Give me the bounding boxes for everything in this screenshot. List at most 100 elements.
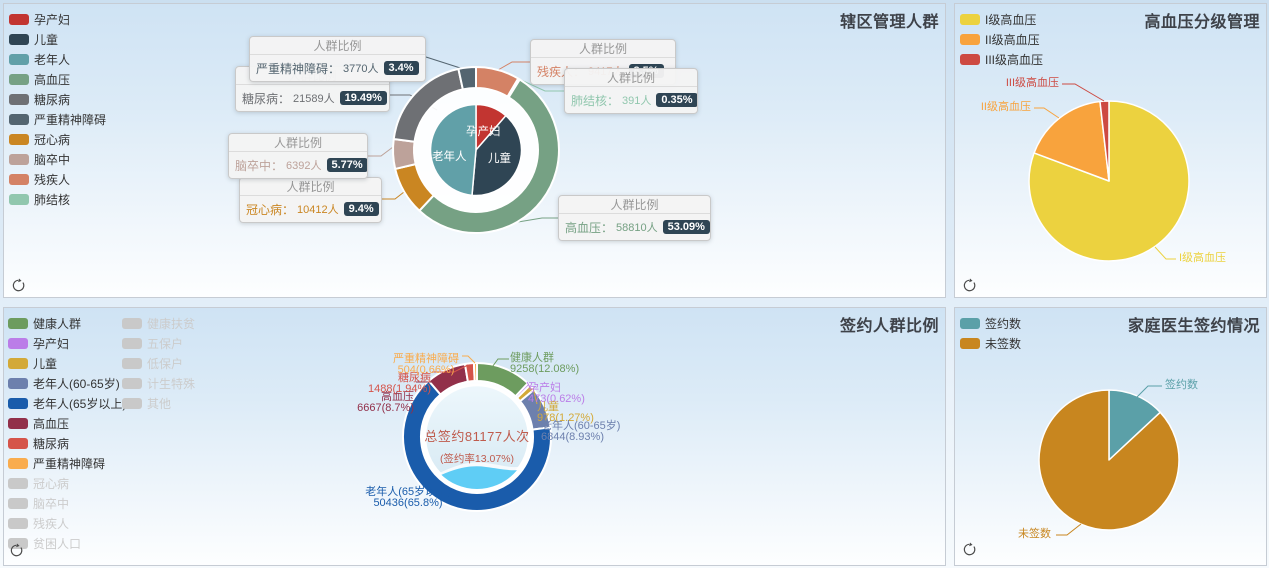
- legend: I级高血压 II级高血压 III级高血压: [960, 9, 1043, 69]
- legend-item[interactable]: 老年人(65岁以上): [8, 393, 126, 413]
- callout-header: 人群比例: [229, 134, 367, 152]
- label-leader-line: [489, 358, 509, 371]
- legend-label: 健康人群: [33, 316, 82, 331]
- legend-item[interactable]: 未签数: [960, 333, 1021, 353]
- callout-label: 糖尿病：: [242, 91, 291, 106]
- pie-slice-严重精神障碍[interactable]: [457, 66, 477, 91]
- legend-label: 儿童: [34, 32, 59, 47]
- legend-item[interactable]: 严重精神障碍: [9, 109, 106, 129]
- legend-item[interactable]: 老年人(60-65岁): [8, 373, 126, 393]
- legend-item[interactable]: 计生特殊: [122, 373, 195, 393]
- legend-item[interactable]: 五保户: [122, 333, 195, 353]
- legend-swatch: [9, 133, 29, 145]
- legend-item[interactable]: 高血压: [8, 413, 126, 433]
- legend-item[interactable]: 糖尿病: [9, 89, 106, 109]
- refresh-button[interactable]: [961, 542, 977, 558]
- legend-label: 健康扶贫: [147, 316, 196, 331]
- legend-item[interactable]: 冠心病: [9, 129, 106, 149]
- callout-percent-badge: 5.77%: [326, 158, 367, 172]
- legend-item[interactable]: 孕产妇: [8, 333, 126, 353]
- legend-label: 严重精神障碍: [33, 456, 106, 471]
- callout-stroke: 人群比例 脑卒中： 6392人 5.77%: [228, 133, 368, 179]
- refresh-button[interactable]: [10, 278, 26, 294]
- chart-label-line: 50436(65.8%): [373, 497, 443, 509]
- legend-swatch: [8, 517, 28, 529]
- panel-title: 家庭医生签约情况: [1127, 318, 1260, 335]
- legend-item[interactable]: I级高血压: [960, 9, 1043, 29]
- legend-item[interactable]: 健康扶贫: [122, 313, 195, 333]
- pie-slice-老年人(65岁以上)[interactable]: [402, 379, 552, 512]
- pie-slice-严重精神障碍[interactable]: [472, 361, 478, 383]
- legend-item[interactable]: 其他: [122, 393, 195, 413]
- legend-item[interactable]: 老年人: [9, 49, 106, 69]
- legend-label: 糖尿病: [33, 436, 70, 451]
- legend-item[interactable]: 贫困人口: [8, 533, 126, 553]
- legend-label: 残疾人: [34, 172, 71, 187]
- refresh-icon: [963, 542, 975, 556]
- legend-item[interactable]: 低保户: [122, 353, 195, 373]
- legend-item[interactable]: 严重精神障碍: [8, 453, 126, 473]
- donut-label-children: 儿童 978(1.27%): [537, 402, 594, 424]
- legend-label: 孕产妇: [34, 12, 71, 27]
- pie-slice-未签数[interactable]: [1038, 389, 1180, 531]
- legend-item[interactable]: 脑卒中: [9, 149, 106, 169]
- refresh-icon: [10, 543, 22, 557]
- callout-body: 冠心病： 10412人 9.4%: [240, 196, 381, 222]
- chart-label-line: 6844(8.93%): [541, 431, 604, 443]
- legend-item[interactable]: 健康人群: [8, 313, 126, 333]
- legend-item[interactable]: 糖尿病: [8, 433, 126, 453]
- pie-slice-签约数[interactable]: [1108, 389, 1161, 461]
- legend-item[interactable]: 肺结核: [9, 189, 106, 209]
- legend-item[interactable]: 冠心病: [8, 473, 126, 493]
- legend-label: III级高血压: [985, 52, 1044, 67]
- label-leader-line: [1154, 246, 1176, 260]
- legend-label: I级高血压: [985, 12, 1037, 27]
- legend-label: 未签数: [985, 336, 1022, 351]
- legend-swatch: [8, 377, 28, 389]
- pie-slice-高血压[interactable]: [418, 78, 560, 234]
- legend-item[interactable]: 签约数: [960, 313, 1021, 333]
- legend-swatch: [9, 33, 29, 45]
- donut-center-text: 总签约81177人次 (签约率13.07%): [387, 426, 567, 466]
- callout-value: 3770人: [343, 63, 379, 75]
- legend-item[interactable]: 高血压: [9, 69, 106, 89]
- chart-label-line: 未签数: [1018, 528, 1051, 540]
- callout-body: 严重精神障碍： 3770人 3.4%: [250, 55, 425, 81]
- pie-slice-II级高血压[interactable]: [1033, 100, 1110, 182]
- legend-item[interactable]: 儿童: [8, 353, 126, 373]
- legend-swatch: [8, 497, 28, 509]
- donut-label-diabetes: 糖尿病 1488(1.94%): [368, 373, 431, 395]
- legend-column-1: 健康人群孕产妇 儿童 老年人(60-65岁) 老年人(65岁以上) 高血压糖尿病严重精神…: [8, 313, 126, 553]
- legend-item[interactable]: 脑卒中: [8, 493, 126, 513]
- pie-chart-district: [368, 56, 564, 234]
- total-signed-text: 总签约81177人次: [424, 429, 530, 444]
- label-leader-line: [450, 498, 465, 505]
- legend-item[interactable]: 残疾人: [9, 169, 106, 189]
- donut-label-pregnant: 孕产妇 473(0.62%): [528, 383, 585, 405]
- pie-slice-儿童[interactable]: [471, 114, 523, 197]
- legend-item[interactable]: 孕产妇: [9, 9, 106, 29]
- refresh-icon: [963, 278, 975, 292]
- pie-slice-III级高血压[interactable]: [1099, 100, 1110, 182]
- pie-label-grade3: III级高血压: [1006, 78, 1059, 89]
- donut-chart-signing: [402, 355, 552, 512]
- legend-swatch: [8, 397, 28, 409]
- legend-item[interactable]: 残疾人: [8, 513, 126, 533]
- legend-item[interactable]: II级高血压: [960, 29, 1043, 49]
- pie-label-signed: 签约数: [1165, 380, 1198, 391]
- pie-label-grade1: I级高血压: [1179, 253, 1226, 264]
- pie-slice-脑卒中[interactable]: [392, 138, 417, 170]
- panel-title: 高血压分级管理: [1144, 14, 1260, 31]
- legend: 签约数未签数: [960, 313, 1021, 353]
- legend-swatch: [960, 33, 980, 45]
- pie-slice-老年人[interactable]: [429, 103, 477, 197]
- callout-label: 脑卒中：: [235, 158, 284, 173]
- chart-label-line: 糖尿病: [398, 372, 431, 384]
- donut-label-elderly-65plus: 老年人(65岁以上) 50436(65.8%): [365, 487, 451, 509]
- legend-item[interactable]: 儿童: [9, 29, 106, 49]
- refresh-button[interactable]: [8, 543, 24, 559]
- refresh-button[interactable]: [961, 278, 977, 294]
- legend-item[interactable]: III级高血压: [960, 49, 1043, 69]
- legend-label: 严重精神障碍: [34, 112, 107, 127]
- legend-swatch: [8, 357, 28, 369]
